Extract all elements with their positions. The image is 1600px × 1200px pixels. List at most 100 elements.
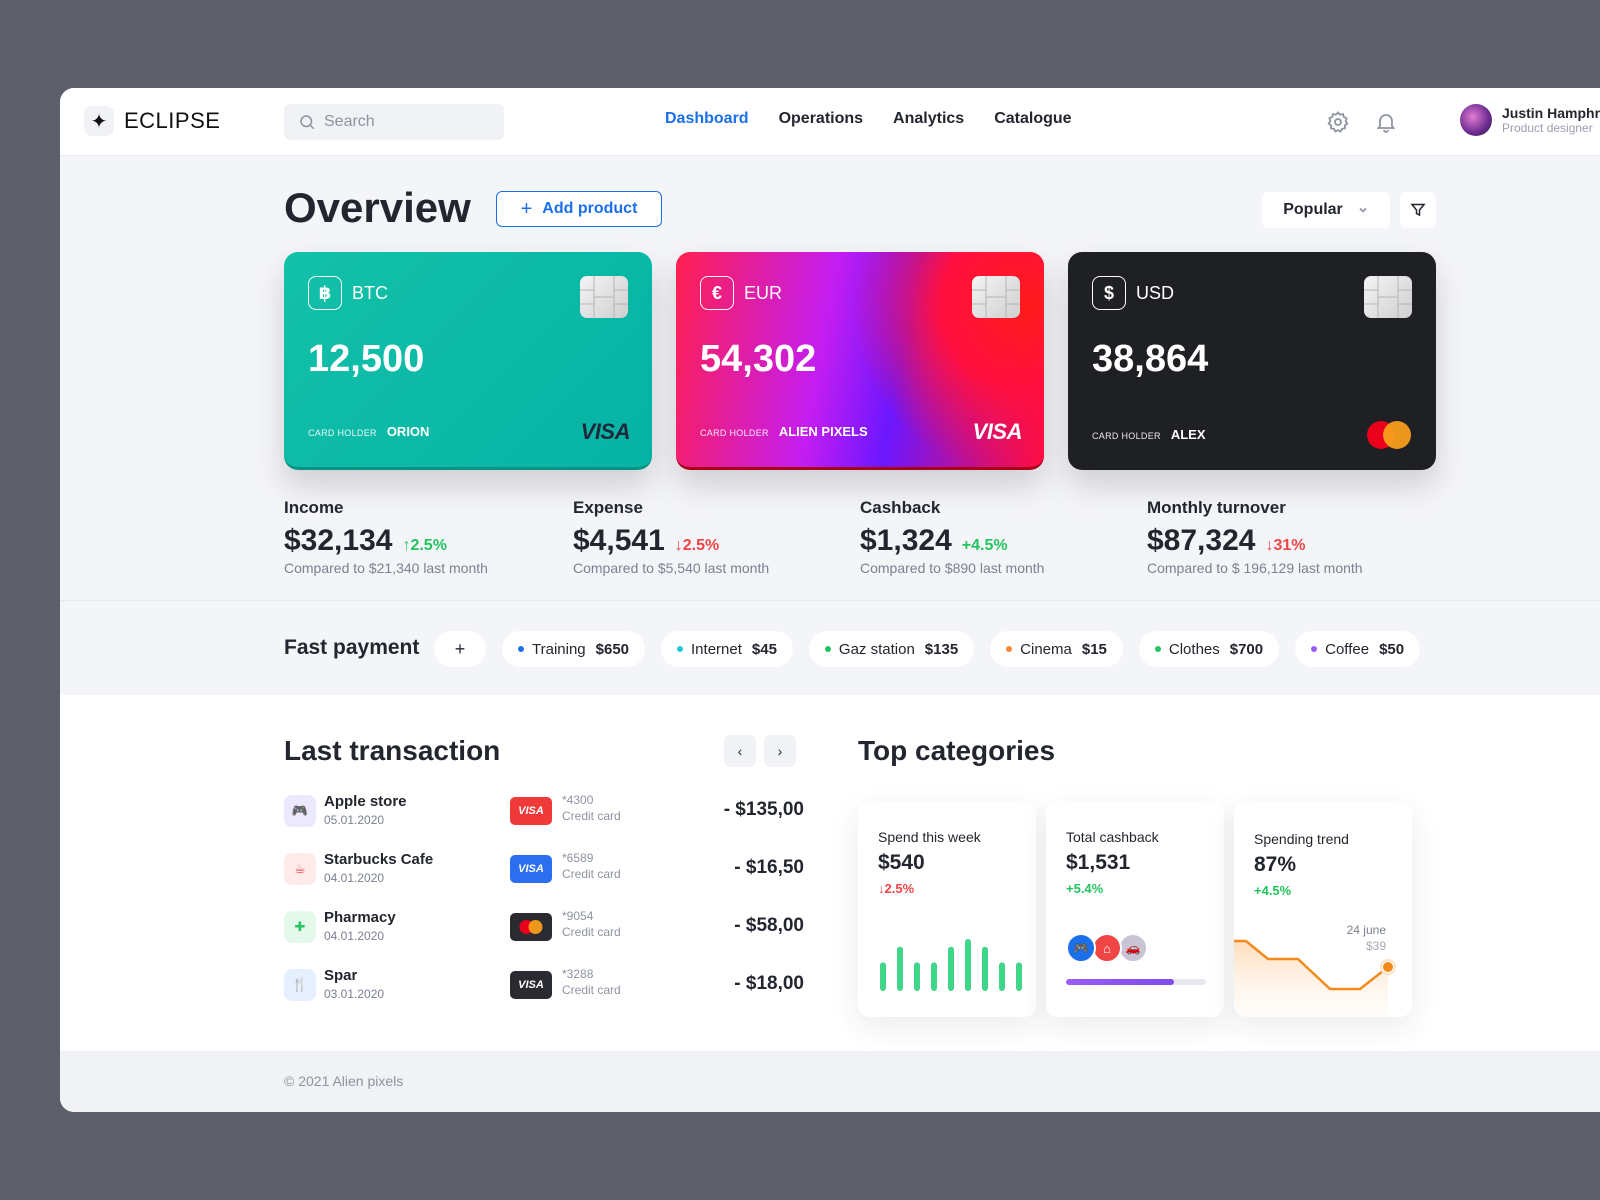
category-spending-trend[interactable]: Spending trend 87% +4.5% 24 june $39 [1234,801,1412,1017]
sort-label: Popular [1283,201,1343,218]
week-bar [914,962,920,991]
card-currency: USD [1136,282,1175,303]
gear-icon[interactable] [1326,110,1350,134]
table-row[interactable]: 🎮 Apple store 05.01.2020 VISA *4300 Cred… [284,791,804,831]
lower-section: Last transaction ‹ › 🎮 Apple store 05.01… [60,695,1600,1051]
trend-line [1234,939,1389,991]
category-label: Total cashback [1066,829,1159,845]
trend-point-date: 24 june [1346,923,1386,937]
week-bar [897,946,903,991]
tx-name: Starbucks Cafe [324,851,434,868]
stat-compare: Compared to $ 196,129 last month [1147,560,1363,576]
search-box[interactable] [284,104,504,140]
filter-icon [1410,203,1426,217]
stat-label: Income [284,498,344,517]
tx-date: 05.01.2020 [324,813,385,827]
prev-button[interactable]: ‹ [724,735,756,767]
footer: © 2021 Alien pixels [60,1051,1600,1112]
next-button[interactable]: › [764,735,796,767]
nav-catalogue[interactable]: Catalogue [994,110,1072,127]
stat-compare: Compared to $5,540 last month [573,560,770,576]
search-input[interactable] [324,113,484,131]
stat-change: ↓2.5% [674,537,720,554]
tx-amount: - $58,00 [734,915,804,936]
bell-icon[interactable] [1374,110,1398,134]
category-spend-week[interactable]: Spend this week $540 ↓2.5% [858,801,1036,1017]
stat-label: Expense [573,498,643,517]
stat-change: ↑2.5% [402,537,447,554]
week-bar [931,962,937,991]
fast-payment-cinema[interactable]: Cinema $15 [990,631,1123,667]
table-row[interactable]: 🍴 Spar 03.01.2020 VISA *3288 Credit card… [284,965,804,1005]
tx-date: 03.01.2020 [324,987,385,1001]
tx-date: 04.01.2020 [324,871,385,885]
fast-payment-training[interactable]: Training $650 [502,631,646,667]
card-holder-name: ALIEN PIXELS [778,424,868,439]
gamepad-icon: 🎮 [284,795,316,827]
home-icon: ⌂ [1092,933,1122,963]
dot-icon [1006,646,1013,652]
fast-payment-internet[interactable]: Internet $45 [661,631,793,667]
fast-payment-clothes[interactable]: Clothes $700 [1138,631,1280,667]
sparkle-icon: ✦ [84,106,114,136]
card-currency: EUR [744,282,783,303]
category-value: $1,531 [1066,851,1131,874]
dot-icon [1154,646,1161,652]
card-amount: 54,302 [700,338,817,380]
fast-payment-coffee[interactable]: Coffee $50 [1295,631,1421,667]
week-bar [965,939,971,991]
stat-value: $87,324 [1147,524,1256,557]
euro-icon: € [700,276,734,310]
category-total-cashback[interactable]: Total cashback $1,531 +5.4% 🎮 ⌂ 🚗 [1046,801,1224,1017]
stat-income: Income $32,134 ↑2.5% Compared to $21,340 … [284,498,488,576]
sort-dropdown[interactable]: Popular [1262,192,1390,228]
user-menu[interactable]: Justin Hamphrey Product designer [1460,104,1600,136]
tx-name: Apple store [324,793,407,810]
category-label: Spend this week [878,829,981,845]
tx-name: Pharmacy [324,909,396,926]
stat-value: $4,541 [573,524,665,557]
tx-amount: - $135,00 [723,799,804,820]
stat-cashback: Cashback $1,324 +4.5% Compared to $890 la… [860,498,1044,576]
tx-card-number: *4300 [562,793,594,807]
card-holder-label: CARD HOLDER [1092,431,1161,441]
add-product-label: Add product [542,200,638,217]
fast-payment-gaz-station[interactable]: Gaz station $135 [808,631,975,667]
filter-button[interactable] [1400,192,1436,228]
category-change: ↓2.5% [878,881,915,896]
dot-icon [824,646,831,652]
dot-icon [677,646,684,652]
card-holder-name: ALEX [1170,427,1206,442]
trend-area [1234,941,1388,1017]
user-role: Product designer [1502,121,1593,135]
table-row[interactable]: ☕ Starbucks Cafe 04.01.2020 VISA *6589 C… [284,849,804,889]
tx-card-type: Credit card [562,867,621,881]
spending-trend-chart [1234,939,1396,1017]
category-label: Spending trend [1254,831,1349,847]
bitcoin-icon: ฿ [308,276,342,310]
card-usd[interactable]: $ USD 38,864 CARD HOLDER ALEX [1068,252,1436,470]
user-name: Justin Hamphrey [1502,105,1600,121]
card-eur[interactable]: € EUR 54,302 CARD HOLDER ALIEN PIXELS VISA [676,252,1044,470]
nav-dashboard[interactable]: Dashboard [665,110,749,127]
nav-operations[interactable]: Operations [778,110,864,127]
tx-amount: - $18,00 [734,973,804,994]
dollar-icon: $ [1092,276,1126,310]
top-categories-title: Top categories [858,735,1056,766]
brand-logo[interactable]: ✦ ECLIPSE [84,106,220,136]
stat-value: $32,134 [284,524,393,557]
fast-payment-list: Training $650 Internet $45 Gaz station $135… [502,631,1421,667]
add-fast-payment-button[interactable]: + [434,631,486,667]
add-product-button[interactable]: + Add product [496,191,662,227]
nav-analytics[interactable]: Analytics [893,110,965,127]
chip-icon [580,276,628,318]
visa-logo: VISA [580,419,631,444]
stat-label: Monthly turnover [1147,498,1286,517]
tx-card-type: Credit card [562,983,621,997]
card-btc[interactable]: ฿ BTC 12,500 CARD HOLDER ORION VISA [284,252,652,470]
category-value: $540 [878,851,925,874]
plus-icon: + [520,197,533,220]
table-row[interactable]: ✚ Pharmacy 04.01.2020 *9054 Credit card … [284,907,804,947]
chip-icon [1364,276,1412,318]
cashback-progress-fill [1066,979,1174,985]
